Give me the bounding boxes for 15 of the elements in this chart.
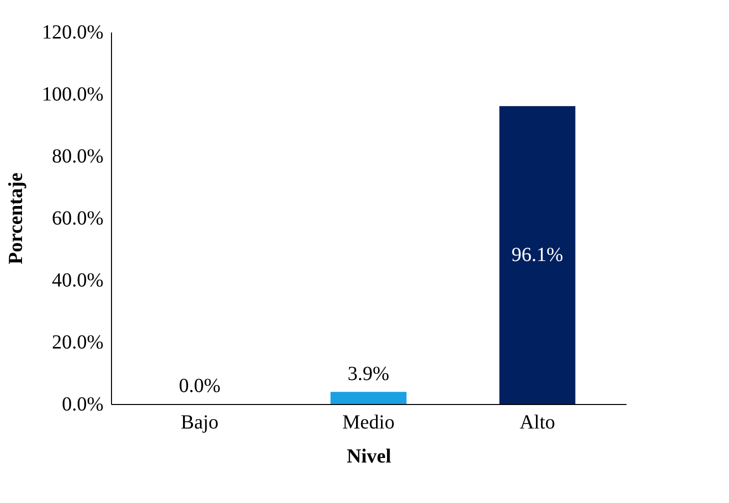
data-label: 0.0%: [178, 375, 220, 397]
data-label: 3.9%: [348, 362, 390, 385]
y-tick-label: 40.0%: [52, 270, 104, 292]
y-axis-title: Porcentaje: [4, 172, 27, 264]
data-label: 96.1%: [512, 244, 564, 266]
x-tick-label: Bajo: [180, 412, 219, 434]
x-axis-title: Nivel: [346, 446, 392, 468]
y-tick-label: 20.0%: [52, 332, 104, 354]
y-tick-label: 120.0%: [42, 22, 104, 44]
y-tick-label: 60.0%: [52, 208, 104, 230]
x-tick-label: Medio: [342, 412, 395, 434]
y-tick-label: 100.0%: [42, 84, 104, 106]
y-tick-label: 80.0%: [52, 146, 104, 168]
x-tick-label: Alto: [520, 412, 556, 434]
y-tick-label: 0.0%: [62, 394, 104, 416]
